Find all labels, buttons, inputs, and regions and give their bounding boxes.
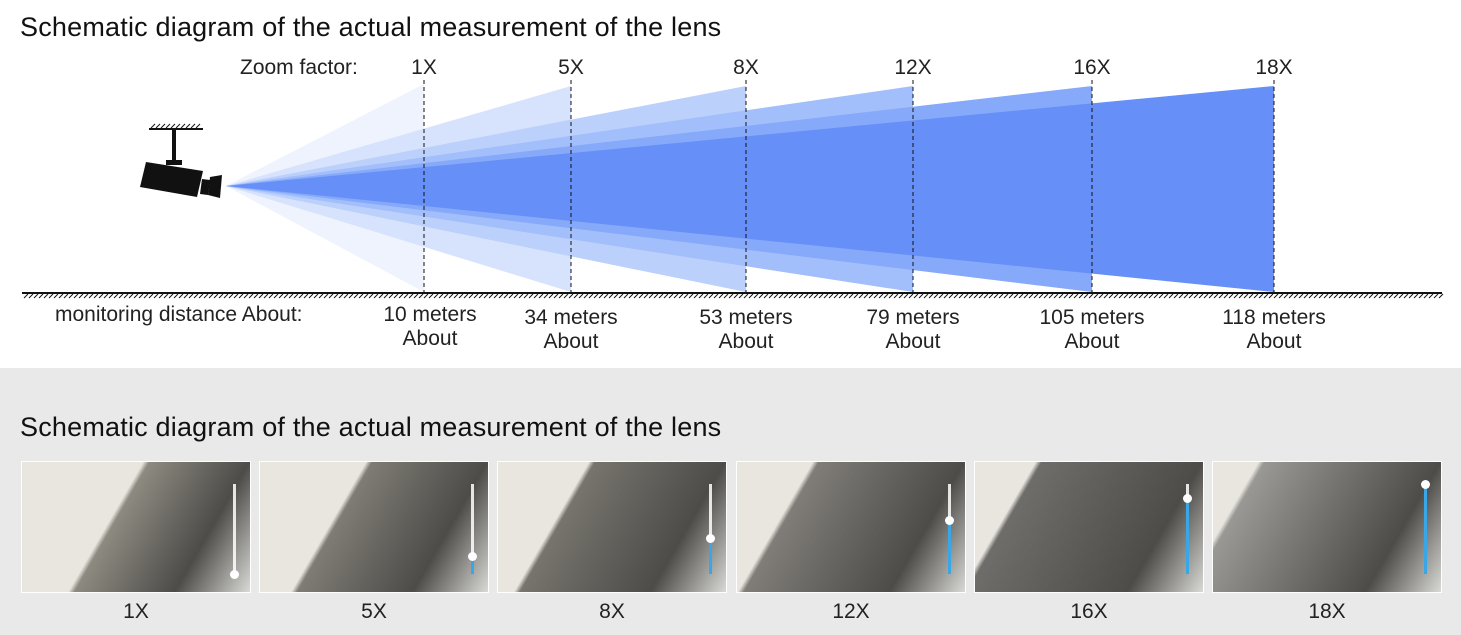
diagram-title: Schematic diagram of the actual measurem…: [20, 12, 722, 42]
photo-caption: 8X: [599, 600, 625, 623]
distance-about: About: [543, 330, 599, 353]
fov-fan-18x: [226, 86, 1274, 292]
zoom-sample-photo: [974, 461, 1204, 593]
distance-meters: 34 meters: [524, 306, 618, 329]
distance-value: 118 meters About: [1194, 306, 1354, 354]
camera-icon: [140, 123, 222, 198]
distance-value: 79 meters About: [833, 306, 993, 354]
field-of-view-diagram: [22, 80, 1444, 299]
photo-caption: 18X: [1308, 600, 1346, 623]
distance-meters: 118 meters: [1222, 306, 1326, 329]
distance-about: About: [402, 327, 458, 350]
photo-caption: 12X: [832, 600, 870, 623]
zoom-label: 18X: [1255, 56, 1293, 79]
ground-line: [22, 292, 1444, 299]
zoom-level-indicator: [706, 484, 715, 574]
zoom-label: 16X: [1073, 56, 1111, 79]
zoom-label: 1X: [411, 56, 437, 79]
zoom-sample-photo: [21, 461, 251, 593]
distance-value: 53 meters About: [666, 306, 826, 354]
distance-meters: 10 meters: [383, 303, 477, 326]
distance-meters: 105 meters: [1039, 306, 1145, 329]
zoom-level-indicator: [1183, 484, 1192, 574]
photos-title: Schematic diagram of the actual measurem…: [20, 412, 722, 442]
zoom-sample-photo: [497, 461, 727, 593]
zoom-level-indicator: [468, 484, 477, 574]
distance-value: 105 meters About: [1012, 306, 1172, 354]
distance-label: monitoring distance About:: [55, 303, 303, 326]
distance-about: About: [1246, 330, 1302, 353]
distance-value: 10 meters About: [350, 303, 510, 351]
distance-about: About: [885, 330, 941, 353]
sample-photos-section: Schematic diagram of the actual measurem…: [0, 368, 1461, 635]
zoom-label: 8X: [733, 56, 759, 79]
distance-about: About: [1064, 330, 1120, 353]
distance-meters: 53 meters: [699, 306, 793, 329]
distance-about: About: [718, 330, 774, 353]
zoom-sample-photo: [259, 461, 489, 593]
photo-caption: 5X: [361, 600, 387, 623]
zoom-label: 12X: [894, 56, 932, 79]
distance-value: 34 meters About: [491, 306, 651, 354]
zoom-level-indicator: [230, 484, 239, 579]
zoom-sample-photo: [1212, 461, 1442, 593]
zoom-label: 5X: [558, 56, 584, 79]
zoom-level-indicator: [1421, 480, 1430, 574]
zoom-sample-photo: [736, 461, 966, 593]
zoom-factor-label: Zoom factor:: [240, 56, 358, 79]
photo-caption: 16X: [1070, 600, 1108, 623]
photo-caption: 1X: [123, 600, 149, 623]
zoom-level-indicator: [945, 484, 954, 574]
distance-meters: 79 meters: [866, 306, 960, 329]
